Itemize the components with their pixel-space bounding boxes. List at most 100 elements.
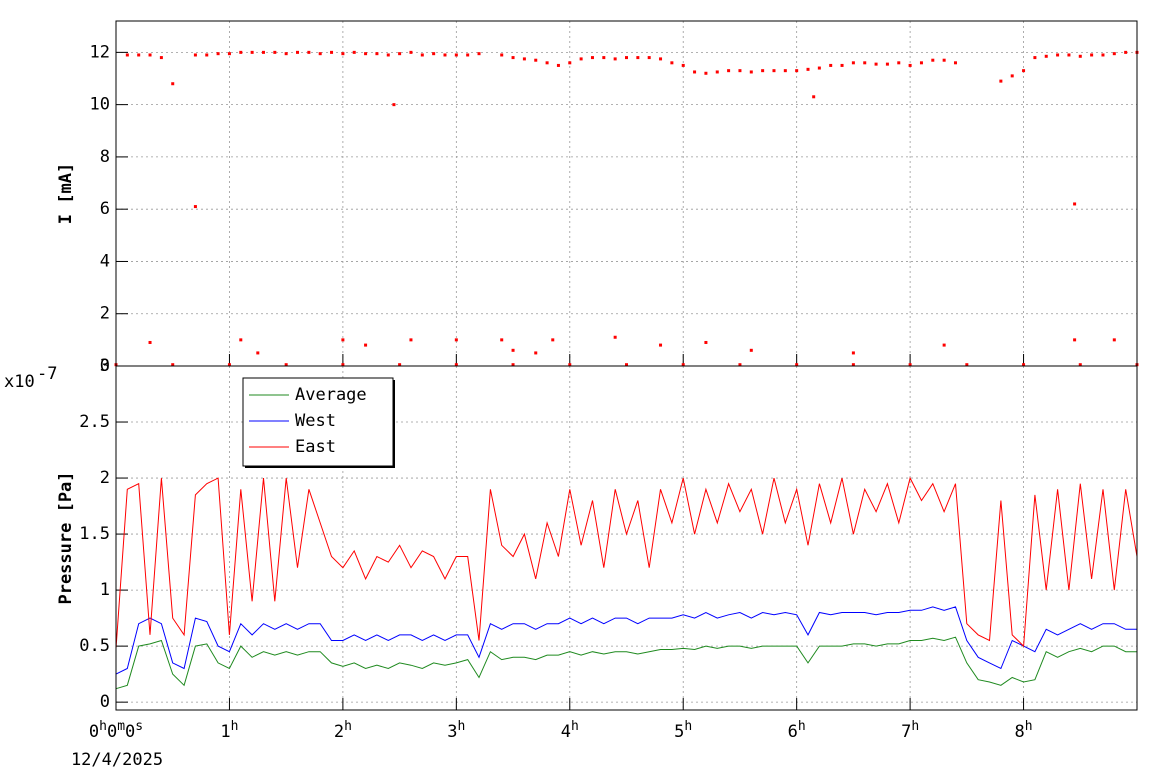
point <box>806 67 810 71</box>
point <box>284 52 288 56</box>
point <box>738 363 742 367</box>
point <box>551 338 555 342</box>
y-tick-label: 1 <box>100 580 110 600</box>
point <box>227 52 231 56</box>
point <box>749 70 753 74</box>
x-tick-label: 6h <box>788 719 806 742</box>
point <box>545 61 549 65</box>
point <box>125 53 129 57</box>
point <box>1090 53 1094 57</box>
point <box>205 53 209 57</box>
point <box>1022 363 1026 367</box>
point <box>148 53 152 57</box>
point <box>829 63 833 67</box>
y-multiplier-exponent: -7 <box>37 364 57 384</box>
point <box>1056 53 1060 57</box>
legend-label: West <box>295 411 336 431</box>
point <box>250 50 254 54</box>
x-tick-label: 8h <box>1015 719 1033 742</box>
point <box>851 351 855 355</box>
point <box>659 57 663 61</box>
point <box>704 71 708 75</box>
point <box>659 343 663 347</box>
point <box>1067 53 1071 57</box>
point <box>1073 338 1077 342</box>
point <box>193 53 197 57</box>
point <box>137 53 141 57</box>
point <box>908 363 912 367</box>
y-tick-label: 4 <box>100 251 110 271</box>
point <box>579 57 583 61</box>
point <box>613 335 617 339</box>
point <box>364 52 368 56</box>
point <box>522 57 526 61</box>
y-tick-label: 2 <box>100 304 110 324</box>
x-tick-label: 2h <box>334 719 352 742</box>
point <box>795 69 799 73</box>
point <box>454 338 458 342</box>
point <box>568 363 572 367</box>
point <box>590 56 594 60</box>
point <box>1112 52 1116 56</box>
point <box>284 363 288 367</box>
point <box>1112 338 1116 342</box>
y-tick-label: 0 <box>100 356 110 376</box>
point <box>897 61 901 65</box>
point <box>1073 202 1077 206</box>
point <box>568 61 572 65</box>
point <box>375 52 379 56</box>
point <box>908 63 912 67</box>
point <box>812 95 816 99</box>
point <box>159 56 163 60</box>
point <box>239 338 243 342</box>
point <box>885 62 889 66</box>
point <box>534 351 538 355</box>
x-tick-label: 1h <box>220 719 238 742</box>
point <box>636 56 640 60</box>
y-tick-label: 10 <box>90 95 110 115</box>
point <box>454 53 458 57</box>
point <box>534 58 538 62</box>
x-tick-label: 4h <box>561 719 579 742</box>
y-tick-label: 12 <box>90 42 110 62</box>
point <box>999 79 1003 83</box>
point <box>613 57 617 61</box>
y-tick-label: 8 <box>100 147 110 167</box>
point <box>511 56 515 60</box>
point <box>466 53 470 57</box>
point <box>171 363 175 367</box>
point <box>693 70 697 74</box>
point <box>772 69 776 73</box>
point <box>392 103 396 107</box>
point <box>386 53 390 57</box>
point <box>942 343 946 347</box>
point <box>364 343 368 347</box>
point <box>681 63 685 67</box>
point <box>318 52 322 56</box>
y-axis-title: Pressure [Pa] <box>56 471 76 604</box>
point <box>171 82 175 86</box>
y-tick-label: 1.5 <box>79 524 110 544</box>
legend <box>242 377 394 467</box>
point <box>953 61 957 65</box>
point <box>1033 56 1037 60</box>
y-multiplier: x10 <box>4 372 35 392</box>
y-axis-title: I [mA] <box>56 163 76 224</box>
point <box>625 56 628 60</box>
point <box>148 340 152 344</box>
point <box>602 56 606 60</box>
point <box>500 53 504 57</box>
y-tick-label: 0 <box>100 692 110 712</box>
point <box>931 58 935 62</box>
point <box>409 338 413 342</box>
y-tick-label: 0.5 <box>79 636 110 656</box>
point <box>681 363 685 367</box>
point <box>919 61 923 65</box>
point <box>432 52 436 56</box>
point <box>851 363 855 367</box>
frame <box>115 365 1138 711</box>
point <box>556 63 560 67</box>
point <box>942 58 946 62</box>
series-line <box>115 476 1138 649</box>
point <box>1124 50 1128 54</box>
